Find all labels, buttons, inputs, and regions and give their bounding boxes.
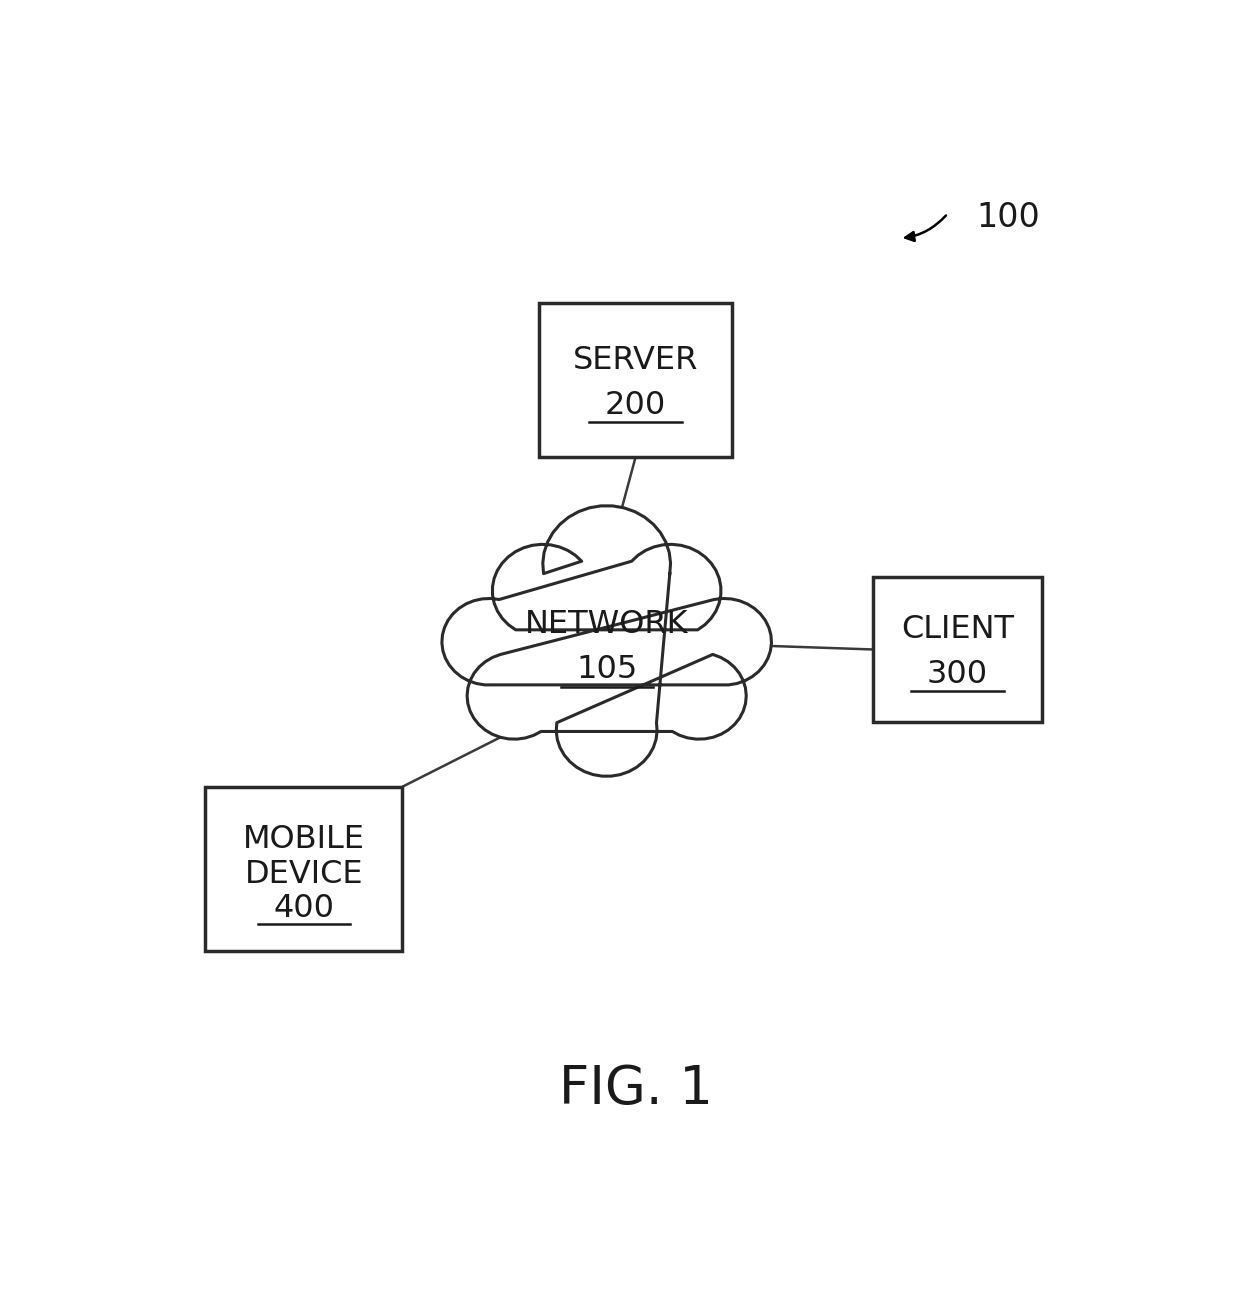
Text: CLIENT: CLIENT: [901, 614, 1014, 645]
Text: 100: 100: [977, 201, 1040, 233]
Text: 200: 200: [605, 390, 666, 420]
FancyBboxPatch shape: [539, 303, 732, 457]
Text: MOBILE: MOBILE: [243, 823, 365, 854]
Text: SERVER: SERVER: [573, 345, 698, 376]
Text: FIG. 1: FIG. 1: [558, 1063, 713, 1115]
Polygon shape: [441, 505, 771, 776]
Text: 105: 105: [577, 654, 637, 686]
Text: 300: 300: [926, 658, 988, 689]
Text: DEVICE: DEVICE: [244, 858, 363, 889]
FancyBboxPatch shape: [873, 577, 1042, 722]
Text: 400: 400: [274, 893, 335, 924]
FancyBboxPatch shape: [206, 787, 403, 951]
Text: NETWORK: NETWORK: [525, 609, 688, 640]
